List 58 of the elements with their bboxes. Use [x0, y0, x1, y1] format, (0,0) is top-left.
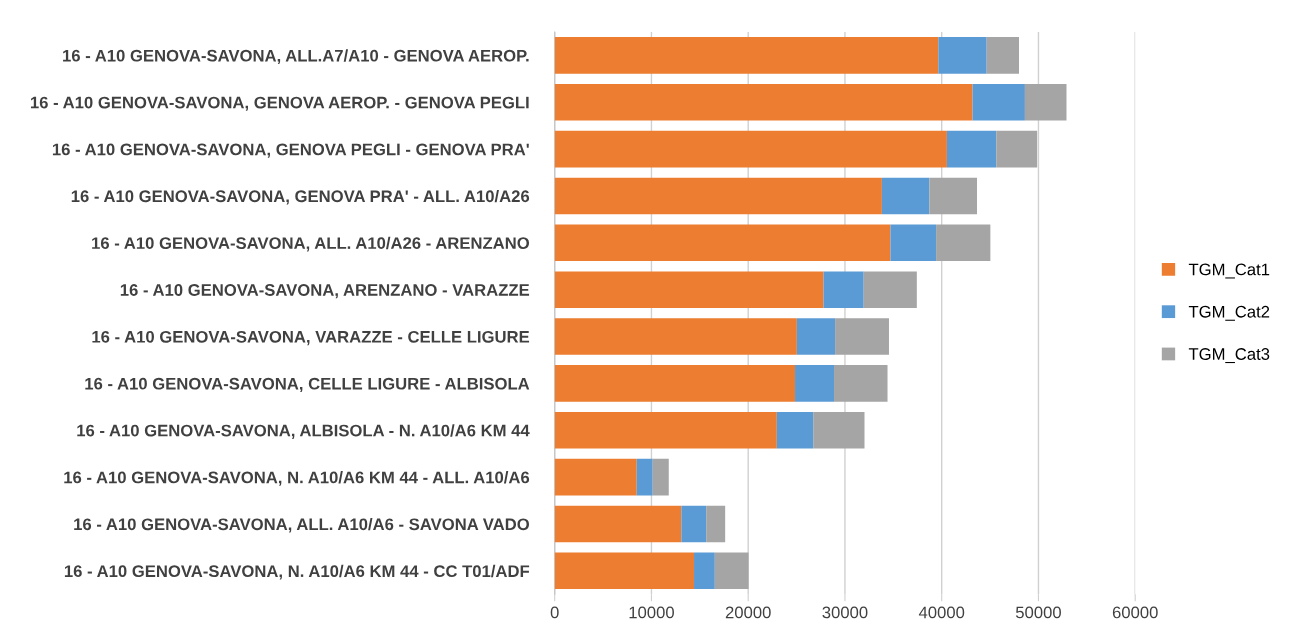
- x-tick-label: 0: [550, 606, 559, 619]
- y-tick-label: 16 - A10 GENOVA-SAVONA, N. A10/A6 KM 44 - CC T01/ADF: [64, 564, 530, 580]
- bar: [554, 365, 796, 402]
- bar: [636, 458, 653, 496]
- bar: [554, 318, 797, 355]
- bar: [554, 224, 891, 262]
- bar: [938, 37, 987, 74]
- bar: [554, 83, 973, 121]
- bar: [554, 177, 882, 215]
- bar: [554, 37, 939, 74]
- y-tick-label: 16 - A10 GENOVA-SAVONA, ALL.A7/A10 - GENOVA AEROP.: [63, 49, 529, 64]
- y-tick-label: 16 - A10 GENOVA-SAVONA, GENOVA PEGLI - GENOVA PRA': [52, 143, 529, 158]
- y-tick-label: 16 - A10 GENOVA-SAVONA, ALBISOLA - N. A10/A6 KM 44: [77, 424, 530, 439]
- bar: [796, 318, 836, 355]
- bar: [946, 130, 997, 168]
- bar: [890, 224, 937, 262]
- x-tick-label: 20000: [725, 606, 771, 619]
- bar: [652, 458, 669, 496]
- bar: [554, 458, 637, 496]
- bar: [554, 505, 682, 543]
- legend-label: TGM_Cat2: [1188, 305, 1270, 321]
- bar: [554, 552, 695, 590]
- y-tick-label: 16 - A10 GENOVA-SAVONA, ARENZANO - VARAZZE: [120, 284, 530, 299]
- legend-label: TGM_Cat1: [1188, 263, 1270, 279]
- y-tick-label: 16 - A10 GENOVA-SAVONA, GENOVA AEROP. - GENOVA PEGLI: [30, 96, 529, 111]
- bar: [795, 365, 835, 402]
- y-tick-label: 16 - A10 GENOVA-SAVONA, N. A10/A6 KM 44 - ALL. A10/A6: [64, 471, 530, 486]
- bar: [881, 177, 930, 215]
- bar: [681, 505, 707, 543]
- bar: [694, 552, 715, 590]
- bar: [929, 177, 978, 215]
- bar: [863, 271, 917, 308]
- bar: [813, 411, 865, 449]
- bar: [554, 271, 824, 308]
- y-tick-label: 16 - A10 GENOVA-SAVONA, VARAZZE - CELLE LIGURE: [92, 330, 530, 346]
- bar: [996, 130, 1038, 168]
- x-tick-label: 60000: [1112, 606, 1158, 619]
- y-tick-label: 16 - A10 GENOVA-SAVONA, ALL. A10/A26 - ARENZANO: [92, 236, 530, 252]
- bar: [835, 318, 889, 355]
- bar: [714, 552, 749, 590]
- bar: [554, 411, 777, 449]
- bar: [554, 130, 947, 168]
- y-tick-label: 16 - A10 GENOVA-SAVONA, CELLE LIGURE - ALBISOLA: [85, 377, 530, 393]
- bar: [936, 224, 991, 262]
- legend-label: TGM_Cat3: [1188, 348, 1270, 364]
- x-tick-label: 30000: [822, 606, 868, 619]
- bar: [776, 411, 814, 449]
- y-tick-label: 16 - A10 GENOVA-SAVONA, ALL. A10/A6 - SAVONA VADO: [74, 517, 530, 533]
- x-tick-label: 10000: [629, 606, 674, 619]
- bar: [706, 505, 726, 543]
- bar: [834, 365, 888, 402]
- x-tick-label: 40000: [918, 606, 965, 619]
- bar: [1024, 83, 1067, 121]
- bar: [972, 83, 1025, 121]
- bar: [823, 271, 864, 308]
- x-tick-label: 50000: [1015, 606, 1061, 619]
- y-tick-label: 16 - A10 GENOVA-SAVONA, GENOVA PRA' - ALL. A10/A26: [71, 189, 530, 205]
- bar: [986, 37, 1019, 74]
